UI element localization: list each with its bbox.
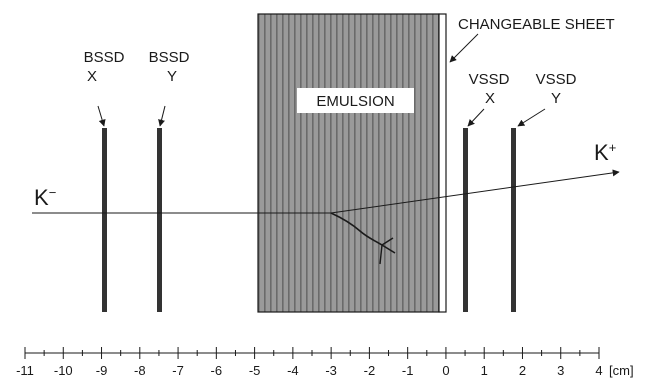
changeable-sheet [438,13,447,313]
axis-tick-label: -10 [54,363,73,378]
emulsion-label: EMULSION [316,93,394,110]
emulsion-label-box [297,88,414,113]
axis-tick-label: 4 [595,363,602,378]
vssd-y-label-line1: VSSD [536,71,577,88]
k-minus-sup: − [49,185,57,200]
emulsion-stack [257,13,440,313]
vssd-y-label-line2: Y [551,90,561,107]
bssd-x-detector [102,128,107,312]
axis-tick-label: -1 [402,363,414,378]
k-plus-label: K+ [594,140,616,165]
axis-tick-label: -9 [96,363,108,378]
bssd-y-label-line1: BSSD [149,49,190,66]
axis-tick-label: 3 [557,363,564,378]
k-plus-track [330,169,620,214]
axis-tick-label: 2 [519,363,526,378]
k-plus-base: K [594,140,609,165]
axis-tick-label: -5 [249,363,261,378]
axis-tick-label: -11 [16,363,34,378]
bssd-x-arrow [97,105,106,127]
vssd-x-detector [463,128,468,312]
axis-tick-label: -8 [134,363,146,378]
decay-vertex-prong-3 [379,244,383,265]
k-minus-label: K− [34,185,56,210]
axis-tick-label: 1 [481,363,488,378]
vssd-x-label-line2: X [485,90,495,107]
bssd-x-label-line2: X [87,68,97,85]
vssd-y-arrow [517,108,546,127]
decay-vertex-prong-1 [381,244,396,254]
axis-tick-label: -7 [172,363,184,378]
vssd-x-arrow [467,108,485,127]
decay-vertex-prong-2 [381,237,394,246]
changeable-sheet-label: CHANGEABLE SHEET [458,16,615,33]
axis-tick-label: -2 [364,363,376,378]
axis-tick-label: -6 [211,363,223,378]
vssd-y-detector [511,128,516,312]
position-axis: -11 -10 -9 -8 -7 -6 -5 -4 -3 -2 -1 0 1 2 3 4 [16,347,603,378]
k-plus-sup: + [609,140,617,155]
bssd-y-arrow [158,105,166,127]
bssd-x-label-line1: BSSD [84,49,125,66]
bssd-y-label-line2: Y [167,68,177,85]
secondary-track [330,212,383,246]
bssd-y-detector [157,128,162,312]
vssd-x-label-line1: VSSD [469,71,510,88]
axis-unit-label: [cm] [609,363,634,378]
k-minus-base: K [34,185,49,210]
axis-tick-label: 0 [442,363,449,378]
axis-tick-label: -4 [287,363,299,378]
changeable-sheet-arrow [449,33,479,63]
axis-tick-label: -3 [325,363,337,378]
